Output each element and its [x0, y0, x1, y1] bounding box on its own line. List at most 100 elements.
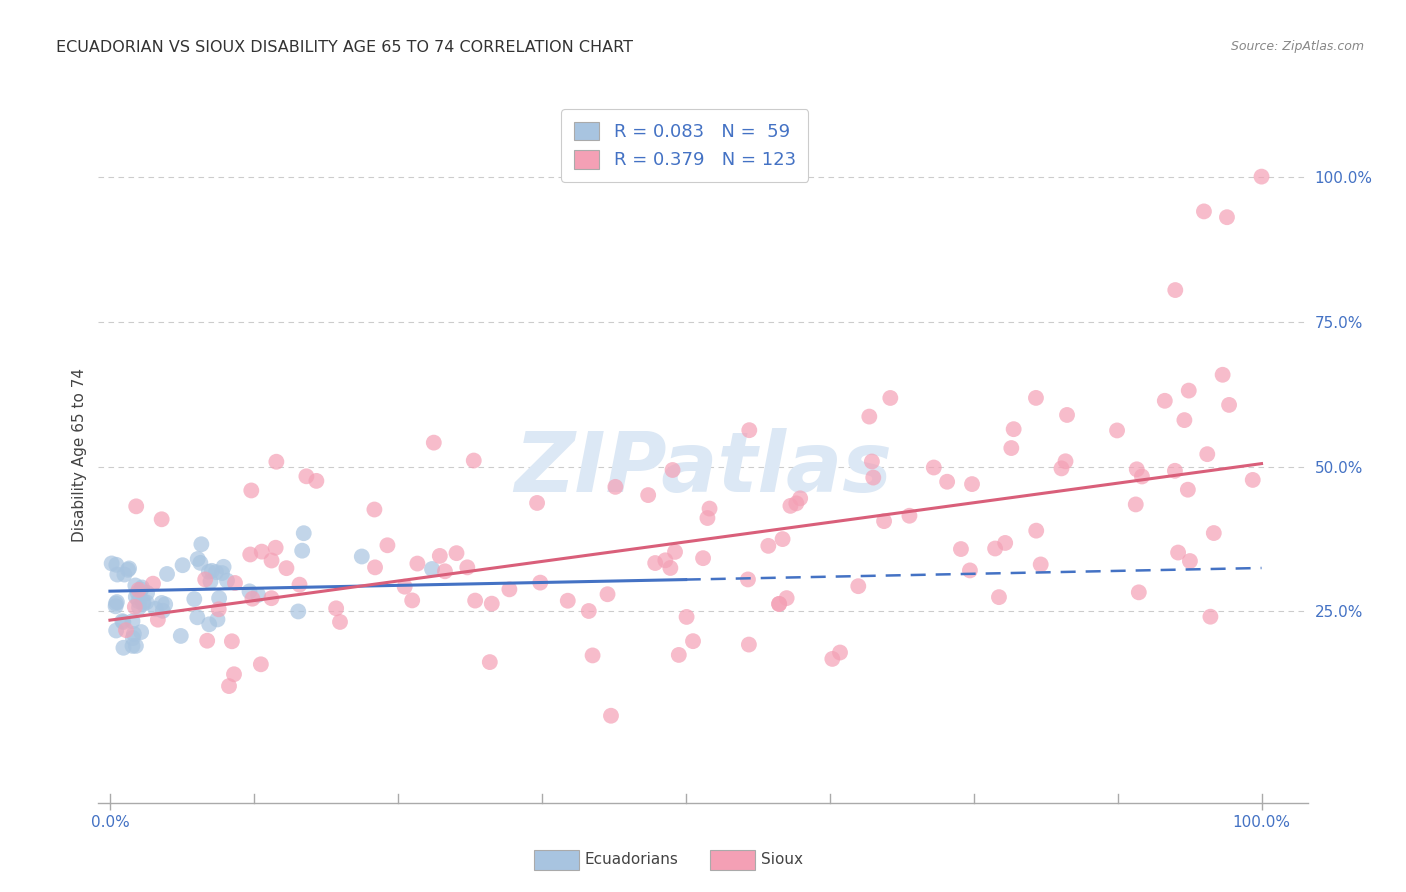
Text: Source: ZipAtlas.com: Source: ZipAtlas.com: [1230, 40, 1364, 54]
Point: [128, 594, 150, 608]
Point: [211, 566, 233, 580]
Point: [150, 512, 173, 526]
Point: [212, 559, 235, 574]
Point: [190, 537, 212, 551]
Point: [112, 567, 135, 582]
Point: [1128, 585, 1150, 599]
Point: [936, 475, 959, 489]
Point: [128, 600, 150, 615]
Point: [377, 538, 399, 552]
Point: [737, 573, 759, 587]
Point: [194, 573, 217, 587]
Point: [960, 477, 983, 491]
Point: [420, 562, 443, 576]
Point: [205, 565, 228, 579]
Point: [112, 640, 135, 655]
Point: [699, 501, 721, 516]
Point: [364, 560, 387, 574]
Point: [394, 580, 416, 594]
Point: [195, 633, 218, 648]
Point: [1177, 483, 1199, 497]
Point: [136, 586, 159, 600]
Point: [738, 638, 761, 652]
Point: [959, 563, 981, 577]
Point: [1050, 461, 1073, 475]
Point: [172, 558, 194, 573]
Point: [156, 566, 179, 581]
Point: [661, 463, 683, 477]
Point: [190, 556, 212, 570]
Point: [596, 587, 619, 601]
Point: [121, 614, 143, 628]
Point: [112, 615, 135, 629]
Point: [201, 564, 224, 578]
Point: [1218, 398, 1240, 412]
Point: [481, 597, 503, 611]
Point: [208, 602, 231, 616]
Point: [105, 567, 128, 582]
Point: [104, 599, 127, 614]
Point: [260, 553, 283, 567]
Point: [264, 541, 287, 555]
Point: [111, 614, 134, 628]
Point: [988, 590, 1011, 604]
Point: [146, 613, 169, 627]
Point: [659, 561, 682, 575]
Point: [121, 631, 143, 645]
Point: [152, 604, 174, 618]
Point: [600, 708, 623, 723]
Point: [1164, 464, 1187, 478]
Point: [1000, 441, 1022, 455]
Point: [456, 560, 478, 574]
Point: [779, 499, 801, 513]
Point: [125, 639, 148, 653]
Point: [775, 591, 797, 606]
Point: [789, 491, 811, 506]
Point: [846, 579, 869, 593]
Point: [183, 592, 205, 607]
Point: [1105, 424, 1128, 438]
Point: [637, 488, 659, 502]
Point: [118, 561, 141, 575]
Point: [215, 574, 238, 588]
Point: [239, 548, 262, 562]
Legend: R = 0.083   N =  59, R = 0.379   N = 123: R = 0.083 N = 59, R = 0.379 N = 123: [561, 109, 808, 182]
Point: [768, 597, 790, 611]
Text: ZIPatlas: ZIPatlas: [515, 428, 891, 509]
Point: [238, 584, 260, 599]
Point: [121, 639, 143, 653]
Point: [131, 581, 153, 595]
Point: [128, 582, 150, 597]
Point: [124, 599, 146, 614]
Point: [250, 544, 273, 558]
Point: [132, 597, 155, 611]
Point: [129, 582, 152, 597]
Point: [860, 454, 883, 468]
Point: [187, 552, 209, 566]
Point: [675, 610, 697, 624]
Point: [288, 577, 311, 591]
Point: [224, 576, 246, 591]
Point: [125, 590, 148, 604]
Point: [692, 551, 714, 566]
Point: [423, 435, 446, 450]
Point: [305, 474, 328, 488]
Point: [105, 595, 128, 609]
Point: [464, 593, 486, 607]
Point: [738, 423, 761, 437]
Point: [984, 541, 1007, 556]
Point: [129, 625, 152, 640]
Point: [862, 470, 884, 484]
Point: [401, 593, 423, 607]
Point: [1126, 462, 1149, 476]
Point: [250, 657, 273, 672]
Point: [186, 610, 208, 624]
Point: [329, 615, 352, 629]
Point: [785, 496, 807, 510]
Point: [696, 511, 718, 525]
Point: [291, 543, 314, 558]
Point: [325, 601, 347, 615]
Point: [150, 596, 173, 610]
Point: [1054, 454, 1077, 468]
Point: [260, 591, 283, 606]
